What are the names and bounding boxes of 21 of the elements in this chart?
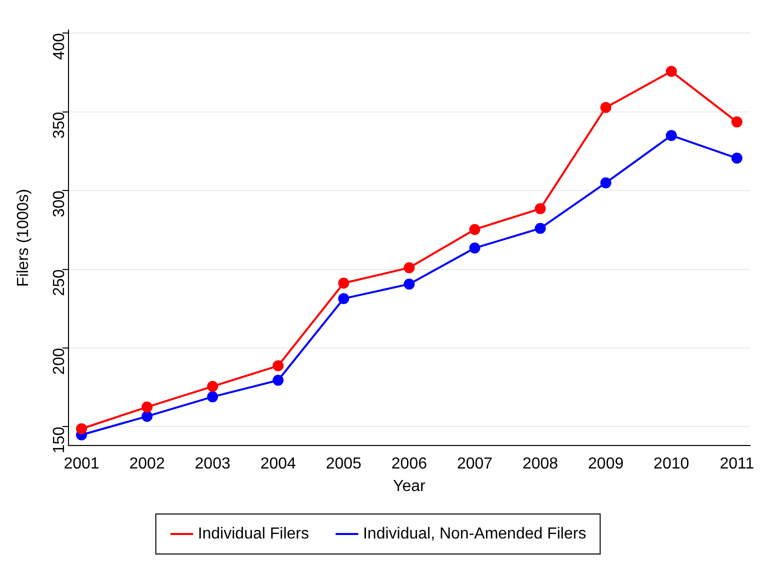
x-axis-title: Year bbox=[393, 478, 426, 495]
x-tick-label: 2010 bbox=[654, 456, 690, 473]
x-tick-label: 2005 bbox=[326, 456, 362, 473]
legend-label: Individual Filers bbox=[198, 525, 309, 542]
x-tick-label: 2002 bbox=[129, 456, 165, 473]
y-tick-label: 250 bbox=[50, 269, 68, 296]
y-tick-label: 350 bbox=[50, 112, 68, 139]
y-tick-label: 400 bbox=[50, 33, 68, 60]
x-tick-label: 2011 bbox=[720, 456, 754, 473]
y-tick-label: 200 bbox=[50, 348, 68, 375]
x-tick-label: 2004 bbox=[260, 456, 296, 473]
y-tick-label: 300 bbox=[50, 190, 68, 218]
x-tick-label: 2007 bbox=[456, 456, 493, 473]
x-tick-label: 2003 bbox=[194, 456, 230, 473]
y-tick-label: 150 bbox=[50, 426, 68, 454]
legend-label: Individual, Non-Amended Filers bbox=[362, 525, 586, 542]
x-tick-label: 2008 bbox=[522, 456, 558, 473]
x-tick-label: 2009 bbox=[588, 456, 624, 473]
y-axis-title: Filers (1000s) bbox=[15, 188, 32, 287]
x-tick-label: 2001 bbox=[64, 456, 100, 473]
x-tick-label: 2006 bbox=[391, 456, 428, 473]
